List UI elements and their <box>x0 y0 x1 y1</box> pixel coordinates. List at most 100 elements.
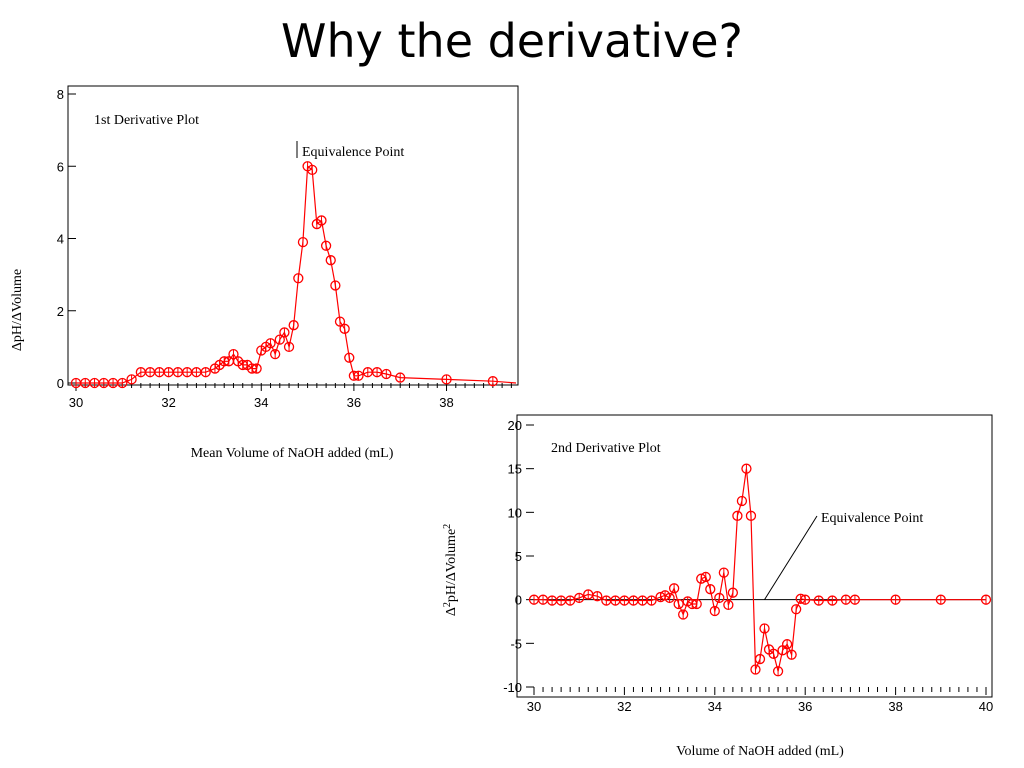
equivalence-point-annotation: Equivalence Point <box>764 511 923 600</box>
data-point <box>827 595 838 606</box>
y-tick-label: 0 <box>515 593 522 608</box>
x-tick-label: 40 <box>979 699 993 714</box>
y-tick-label: 15 <box>508 462 522 477</box>
data-point <box>288 320 299 331</box>
data-point <box>732 510 743 521</box>
y-major-ticks: 0 2 4 6 8 <box>57 87 76 391</box>
y-axis-title-sup1: 2 <box>442 602 453 607</box>
x-axis-title: Mean Volume of NaOH added (mL) <box>191 446 394 461</box>
x-axis-title: Volume of NaOH added (mL) <box>676 744 844 759</box>
data-point <box>709 605 720 617</box>
series-line <box>76 165 517 384</box>
x-tick-label: 32 <box>161 395 175 410</box>
series-group <box>528 463 992 677</box>
data-point <box>270 348 281 360</box>
series-group <box>70 161 517 389</box>
y-tick-label: 5 <box>515 549 522 564</box>
x-tick-label: 34 <box>254 395 268 410</box>
data-point <box>718 567 729 578</box>
y-axis-title-sup2: 2 <box>442 524 453 529</box>
data-point <box>334 316 346 327</box>
x-tick-label: 30 <box>69 395 83 410</box>
data-point <box>320 240 332 251</box>
data-point <box>274 334 285 345</box>
data-point <box>668 583 680 594</box>
second-derivative-chart: 30 32 34 36 38 40 -10 -5 0 5 10 15 20 2nd Derivativ… <box>442 414 993 759</box>
data-point <box>283 341 295 353</box>
data-point <box>487 376 498 387</box>
x-tick-label: 36 <box>798 699 812 714</box>
y-tick-label: -10 <box>503 680 522 695</box>
data-point <box>316 215 327 226</box>
data-point <box>297 236 309 248</box>
data-point <box>772 666 784 677</box>
data-point <box>441 374 452 385</box>
data-point <box>126 374 137 385</box>
data-point <box>395 372 406 383</box>
y-axis-title: Δ2pH/ΔVolume2 <box>442 524 459 616</box>
data-point <box>777 645 788 656</box>
data-point <box>353 370 364 381</box>
data-point <box>791 604 802 615</box>
chart-title: 1st Derivative Plot <box>94 113 199 128</box>
data-point <box>565 595 576 606</box>
data-point <box>781 639 793 650</box>
slide-title: Why the derivative? <box>281 14 743 68</box>
y-tick-label: 2 <box>57 304 64 319</box>
data-point <box>228 348 239 360</box>
y-tick-label: 4 <box>57 232 64 247</box>
y-tick-label: -5 <box>510 636 522 651</box>
data-point <box>646 595 657 606</box>
data-point <box>714 592 725 604</box>
y-tick-label: 0 <box>57 376 64 391</box>
y-major-ticks: -10 -5 0 5 10 15 20 <box>503 418 534 695</box>
x-tick-label: 34 <box>708 699 722 714</box>
data-point <box>723 599 734 611</box>
data-point <box>754 653 766 665</box>
data-point <box>344 352 355 363</box>
y-axis-title-mid: pH/ΔVolume <box>444 529 459 602</box>
data-point <box>293 273 304 284</box>
y-tick-label: 6 <box>57 159 64 174</box>
data-point <box>800 594 811 605</box>
x-tick-label: 32 <box>617 699 631 714</box>
x-tick-label: 36 <box>347 395 361 410</box>
data-point <box>200 367 211 378</box>
data-point <box>980 594 992 605</box>
x-tick-label: 30 <box>527 699 541 714</box>
data-point <box>759 623 770 634</box>
data-point <box>265 338 276 349</box>
data-point <box>768 648 779 659</box>
plot-frame <box>516 414 993 698</box>
data-point <box>745 510 757 521</box>
equivalence-point-label: Equivalence Point <box>302 145 404 160</box>
data-point <box>279 327 290 338</box>
data-point <box>325 255 336 266</box>
x-tick-label: 38 <box>439 395 453 410</box>
x-minor-ticks <box>542 687 978 692</box>
x-major-ticks: 30 32 34 36 38 40 <box>527 687 993 714</box>
x-major-ticks: 30 32 34 36 38 <box>69 383 454 410</box>
data-point <box>741 463 752 474</box>
first-derivative-chart: 30 32 34 36 38 0 2 4 6 8 1st Derivative Plot Mea… <box>10 85 519 461</box>
data-point <box>574 592 585 604</box>
data-point <box>813 595 824 606</box>
data-point <box>691 598 702 610</box>
data-point <box>330 280 341 291</box>
data-point <box>700 571 711 583</box>
data-point <box>592 591 603 602</box>
data-point <box>673 598 684 610</box>
data-point <box>705 584 716 595</box>
data-point <box>117 377 128 389</box>
equivalence-point-annotation: Equivalence Point <box>296 141 404 160</box>
data-point <box>251 363 262 374</box>
data-point <box>935 594 946 605</box>
data-point <box>786 649 797 660</box>
equivalence-point-label: Equivalence Point <box>821 511 923 526</box>
data-point <box>890 594 901 605</box>
y-tick-label: 8 <box>57 87 64 102</box>
y-tick-label: 20 <box>508 418 522 433</box>
data-point <box>849 594 861 605</box>
data-point <box>664 592 675 604</box>
data-point <box>736 495 748 507</box>
